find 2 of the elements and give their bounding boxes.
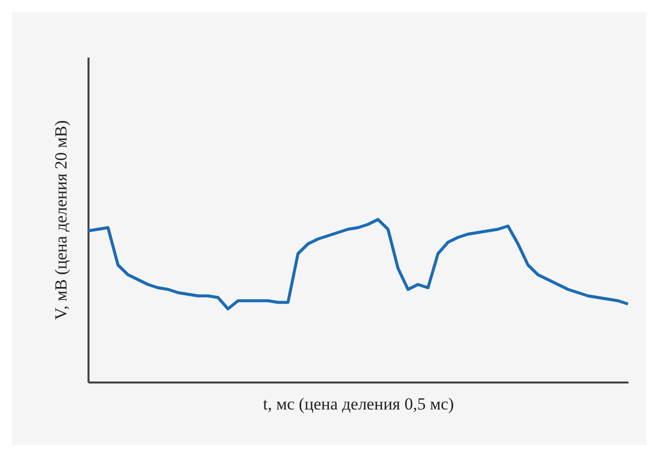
- x-axis-title: t, мс (цена деления 0,5 мс): [263, 394, 454, 414]
- y-axis-title: V, мВ (цена деления 20 мВ): [52, 120, 70, 320]
